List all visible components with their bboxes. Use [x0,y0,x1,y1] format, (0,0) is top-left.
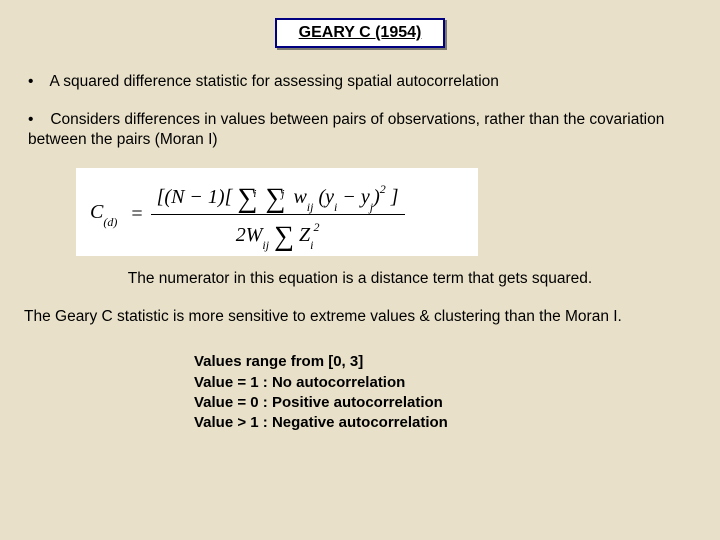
value-gt1: Value > 1 : Negative autocorrelation [194,413,700,433]
sensitivity-note: The Geary C statistic is more sensitive … [20,308,700,326]
bullet-2-text: Considers differences in values between … [28,111,664,148]
denominator: 2Wij ∑ Zi2 [230,215,326,252]
slide-container: GEARY C (1954) • A squared difference st… [0,0,720,540]
bullet-marker: • [28,72,46,92]
values-range: Values range from [0, 3] [194,352,700,372]
bullet-marker: • [28,110,46,130]
value-1: Value = 1 : No autocorrelation [194,373,700,393]
formula-caption: The numerator in this equation is a dist… [20,270,700,288]
fraction: [(N − 1)[ ∑i ∑j wij (yi − yj)2 ] 2Wij ∑ … [151,177,405,252]
formula-sub: (d) [103,215,117,229]
formula: C(d) = [(N − 1)[ ∑i ∑j wij (yi − yj)2 ] … [76,168,478,256]
formula-lhs: C(d) [90,201,117,227]
values-block: Values range from [0, 3] Value = 1 : No … [20,352,700,433]
slide-title: GEARY C (1954) [275,18,446,48]
bullet-2: • Considers differences in values betwee… [20,110,700,150]
bullet-1: • A squared difference statistic for ass… [20,72,700,92]
numerator: [(N − 1)[ ∑i ∑j wij (yi − yj)2 ] [151,177,405,215]
formula-symbol: C [90,201,103,223]
equals-sign: = [131,203,142,226]
bullet-1-text: A squared difference statistic for asses… [49,73,498,90]
value-0: Value = 0 : Positive autocorrelation [194,393,700,413]
